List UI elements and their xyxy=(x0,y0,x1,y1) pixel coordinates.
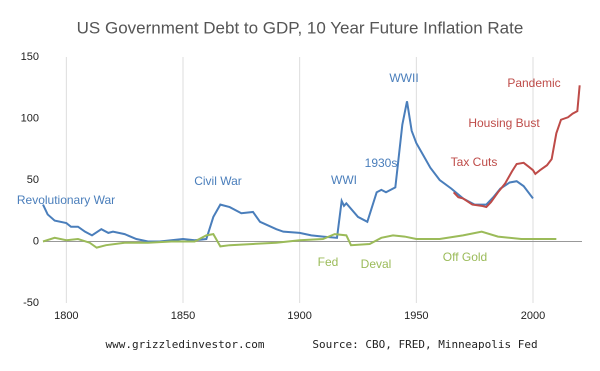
series-line xyxy=(452,85,581,209)
series-line xyxy=(42,101,534,243)
annotation: Revolutionary War xyxy=(17,193,115,207)
annotation: Tax Cuts xyxy=(451,155,498,169)
annotation: Deval xyxy=(361,257,392,271)
annotation: Pandemic xyxy=(507,76,560,90)
y-tick-label: 0 xyxy=(33,235,39,247)
footer-source: Source: CBO, FRED, Minneapolis Fed xyxy=(312,338,537,351)
annotation: Civil War xyxy=(194,174,242,188)
x-tick-label: 1950 xyxy=(404,310,428,322)
annotation: WWII xyxy=(389,71,418,85)
y-tick-label: 150 xyxy=(21,51,39,63)
footer-site: www.grizzledinvestor.com xyxy=(106,338,265,351)
series-line xyxy=(42,230,557,249)
x-tick-label: 1800 xyxy=(54,310,78,322)
annotation: Housing Bust xyxy=(468,116,540,130)
chart-title: US Government Debt to GDP, 10 Year Futur… xyxy=(77,18,524,37)
x-tick-label: 2000 xyxy=(521,310,545,322)
y-tick-label: -50 xyxy=(23,297,39,309)
x-tick-label: 1900 xyxy=(287,310,311,322)
x-tick-label: 1850 xyxy=(171,310,195,322)
annotation: Fed xyxy=(318,255,339,269)
y-tick-label: 50 xyxy=(27,174,39,186)
annotation: Off Gold xyxy=(443,250,487,264)
y-tick-label: 100 xyxy=(21,112,39,124)
annotation: 1930s xyxy=(365,156,398,170)
annotation: WWI xyxy=(331,173,357,187)
